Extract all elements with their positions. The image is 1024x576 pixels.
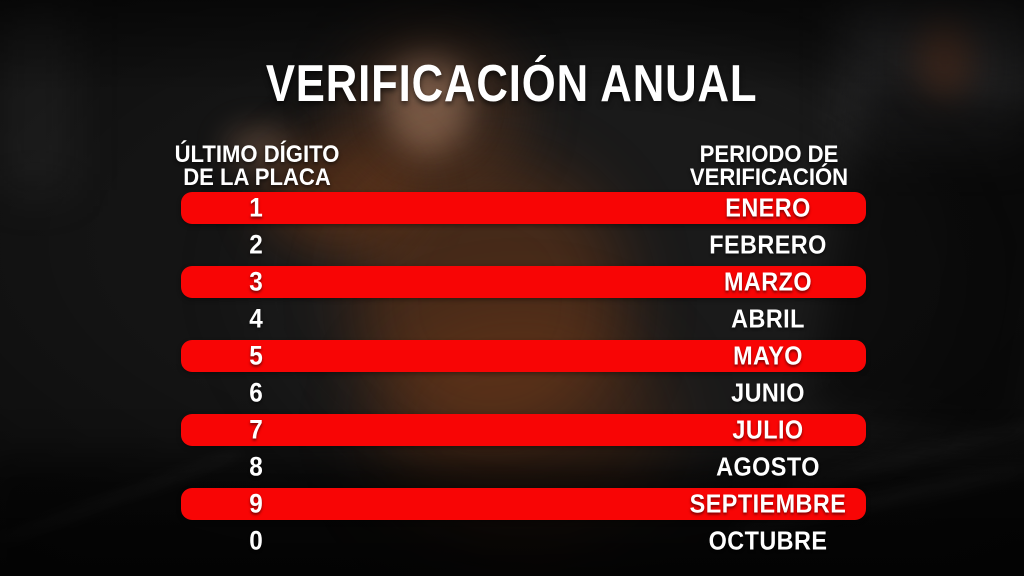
month-cell: JULIO — [732, 414, 804, 445]
verification-table-rows: 1 ENERO 2 FEBRERO 3 MARZO 4 ABRIL 5 MAYO 6 JUNIO 7 JU… — [181, 192, 866, 562]
month-cell: ABRIL — [731, 303, 805, 334]
digit-cell: 2 — [249, 229, 263, 260]
digit-cell: 9 — [249, 488, 263, 519]
digit-cell: 4 — [249, 303, 263, 334]
month-cell: ENERO — [725, 192, 811, 223]
column-header-line: ÚLTIMO DÍGITO — [174, 141, 340, 168]
table-row-highlighted: 5 MAYO — [181, 340, 866, 372]
digit-cell: 0 — [249, 525, 263, 556]
digit-cell: 1 — [249, 192, 263, 223]
table-row-highlighted: 7 JULIO — [181, 414, 866, 446]
table-row: 2 FEBRERO — [181, 229, 866, 261]
page-title: VERIFICACIÓN ANUAL — [266, 55, 758, 113]
column-header-line: PERIODO DE — [699, 141, 839, 168]
column-header-line: VERIFICACIÓN — [689, 164, 849, 191]
column-header-last-plate-digit: ÚLTIMO DÍGITO DE LA PLACA — [167, 141, 346, 191]
table-row: 0 OCTUBRE — [181, 525, 866, 557]
digit-cell: 3 — [249, 266, 263, 297]
title-bar: VERIFICACIÓN ANUAL — [0, 58, 1024, 110]
table-row-highlighted: 1 ENERO — [181, 192, 866, 224]
digit-cell: 8 — [249, 451, 263, 482]
month-cell: SEPTIEMBRE — [689, 488, 847, 519]
month-cell: AGOSTO — [716, 451, 820, 482]
table-row: 8 AGOSTO — [181, 451, 866, 483]
column-header-verification-period: PERIODO DE VERIFICACIÓN — [683, 141, 855, 191]
column-header-line: DE LA PLACA — [183, 164, 331, 191]
month-cell: OCTUBRE — [708, 525, 828, 556]
table-row-highlighted: 3 MARZO — [181, 266, 866, 298]
month-cell: MARZO — [723, 266, 813, 297]
month-cell: MAYO — [733, 340, 803, 371]
month-cell: FEBRERO — [709, 229, 827, 260]
table-row-highlighted: 9 SEPTIEMBRE — [181, 488, 866, 520]
digit-cell: 7 — [249, 414, 263, 445]
table-row: 6 JUNIO — [181, 377, 866, 409]
digit-cell: 6 — [249, 377, 263, 408]
digit-cell: 5 — [249, 340, 263, 371]
table-row: 4 ABRIL — [181, 303, 866, 335]
month-cell: JUNIO — [731, 377, 805, 408]
